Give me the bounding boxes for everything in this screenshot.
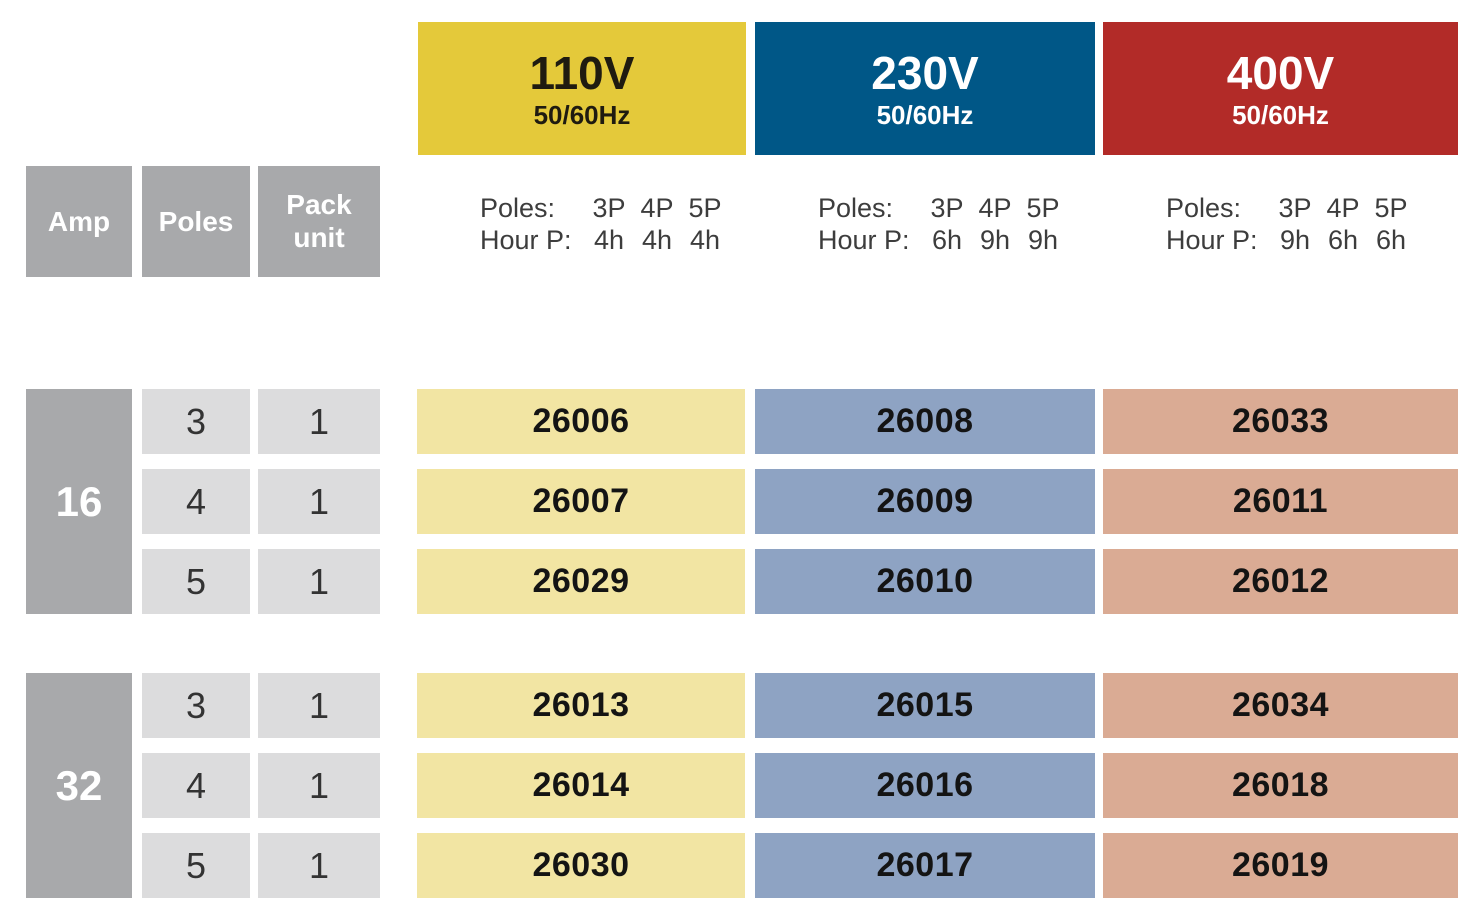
poles-cell: 5: [142, 549, 250, 614]
poles-cell: 5: [142, 833, 250, 898]
amp-value: 32: [55, 761, 103, 809]
poles-label: Poles:: [480, 192, 556, 223]
table-row: 3 1 26013 26015 26034: [0, 673, 1470, 738]
poles-row: Poles: 3P 4P 5P: [480, 192, 729, 224]
hour-value: 9h: [979, 224, 1011, 255]
poles-value: 5P: [1026, 192, 1060, 223]
hour-value: 9h: [1279, 224, 1311, 255]
hour-label: Hour P:: [1166, 224, 1258, 255]
voltage-header-110v: 110V 50/60Hz: [418, 22, 746, 155]
part-number-cell-400v: 26033: [1103, 389, 1458, 454]
hour-value: 9h: [1027, 224, 1059, 255]
part-number-cell-110v: 26006: [417, 389, 745, 454]
poles-cell: 3: [142, 673, 250, 738]
voltage-label: 110V: [529, 46, 635, 99]
hour-value: 4h: [689, 224, 721, 255]
part-number-cell-110v: 26014: [417, 753, 745, 818]
amp-group-cell-32: 32: [26, 673, 132, 898]
pack-unit-cell: 1: [258, 673, 380, 738]
table-row: 5 1 26030 26017 26019: [0, 833, 1470, 898]
part-number-cell-400v: 26012: [1103, 549, 1458, 614]
poles-cell: 4: [142, 753, 250, 818]
hour-row: Hour P: 6h 9h 9h: [818, 224, 1067, 256]
part-number-cell-230v: 26009: [755, 469, 1095, 534]
part-number-cell-230v: 26015: [755, 673, 1095, 738]
voltage-frequency: 50/60Hz: [876, 99, 974, 130]
poles-value: 3P: [592, 192, 626, 223]
part-number-cell-230v: 26017: [755, 833, 1095, 898]
table-row: 5 1 26029 26010 26012: [0, 549, 1470, 614]
voltage-header-400v: 400V 50/60Hz: [1103, 22, 1458, 155]
part-number-cell-230v: 26016: [755, 753, 1095, 818]
poles-row: Poles: 3P 4P 5P: [1166, 192, 1415, 224]
pack-unit-cell: 1: [258, 469, 380, 534]
poles-label: Poles:: [818, 192, 894, 223]
poles-value: 4P: [1326, 192, 1360, 223]
table-row: 4 1 26007 26009 26011: [0, 469, 1470, 534]
poles-value: 3P: [930, 192, 964, 223]
amp-group-cell-16: 16: [26, 389, 132, 614]
hour-row: Hour P: 4h 4h 4h: [480, 224, 729, 256]
column-header-amp: Amp: [26, 166, 132, 277]
poles-label: Poles:: [1166, 192, 1242, 223]
poles-value: 4P: [640, 192, 674, 223]
subheader-400v: Poles: 3P 4P 5P Hour P: 9h 6h 6h: [1166, 192, 1415, 256]
part-number-cell-110v: 26007: [417, 469, 745, 534]
poles-value: 3P: [1278, 192, 1312, 223]
voltage-frequency: 50/60Hz: [1232, 99, 1329, 130]
pack-unit-cell: 1: [258, 389, 380, 454]
poles-value: 5P: [1374, 192, 1408, 223]
voltage-label: 400V: [1226, 46, 1335, 99]
column-header-label: Poles: [158, 205, 234, 237]
poles-row: Poles: 3P 4P 5P: [818, 192, 1067, 224]
poles-value: 5P: [688, 192, 722, 223]
voltage-label: 230V: [871, 46, 979, 99]
poles-cell: 3: [142, 389, 250, 454]
column-header-label: Pack unit: [286, 189, 352, 253]
hour-value: 6h: [1375, 224, 1407, 255]
column-header-poles: Poles: [142, 166, 250, 277]
pack-unit-cell: 1: [258, 833, 380, 898]
table-row: 3 1 26006 26008 26033: [0, 389, 1470, 454]
pack-unit-cell: 1: [258, 753, 380, 818]
part-number-cell-230v: 26010: [755, 549, 1095, 614]
part-number-cell-400v: 26018: [1103, 753, 1458, 818]
part-number-cell-400v: 26019: [1103, 833, 1458, 898]
voltage-header-230v: 230V 50/60Hz: [755, 22, 1095, 155]
hour-value: 4h: [593, 224, 625, 255]
part-number-cell-110v: 26013: [417, 673, 745, 738]
hour-row: Hour P: 9h 6h 6h: [1166, 224, 1415, 256]
part-number-cell-110v: 26029: [417, 549, 745, 614]
subheader-110v: Poles: 3P 4P 5P Hour P: 4h 4h 4h: [480, 192, 729, 256]
hour-value: 6h: [931, 224, 963, 255]
amp-value: 16: [55, 477, 103, 525]
poles-value: 4P: [978, 192, 1012, 223]
column-header-label: Amp: [47, 205, 111, 237]
hour-value: 6h: [1327, 224, 1359, 255]
part-number-cell-230v: 26008: [755, 389, 1095, 454]
column-header-pack-unit: Pack unit: [258, 166, 380, 277]
part-number-cell-400v: 26034: [1103, 673, 1458, 738]
part-number-cell-400v: 26011: [1103, 469, 1458, 534]
voltage-frequency: 50/60Hz: [533, 99, 631, 130]
hour-value: 4h: [641, 224, 673, 255]
pack-unit-cell: 1: [258, 549, 380, 614]
part-number-cell-110v: 26030: [417, 833, 745, 898]
hour-label: Hour P:: [480, 224, 572, 255]
poles-cell: 4: [142, 469, 250, 534]
hour-label: Hour P:: [818, 224, 910, 255]
subheader-230v: Poles: 3P 4P 5P Hour P: 6h 9h 9h: [818, 192, 1067, 256]
table-row: 4 1 26014 26016 26018: [0, 753, 1470, 818]
